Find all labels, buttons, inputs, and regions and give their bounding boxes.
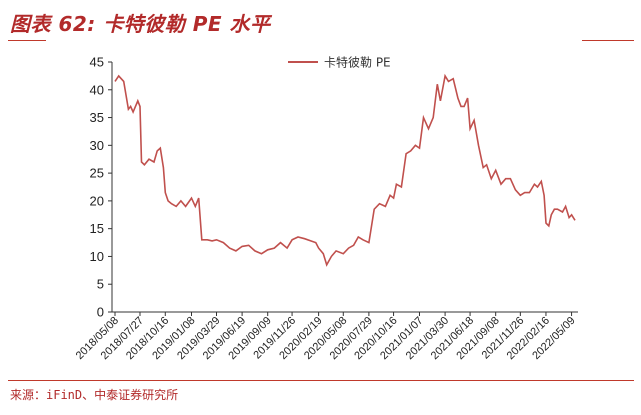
- legend-label: 卡特彼勒 PE: [324, 55, 391, 70]
- y-tick-label: 5: [97, 277, 104, 292]
- series-line-cat-pe: [114, 73, 576, 267]
- title-rule-right: [582, 40, 634, 41]
- figure-title: 图表 62: 卡特彼勒 PE 水平: [10, 12, 271, 36]
- source-note: 来源：iFinD、中泰证券研究所: [10, 388, 179, 402]
- y-tick-label: 0: [97, 305, 104, 320]
- y-tick-label: 30: [90, 138, 104, 153]
- y-tick-label: 15: [90, 221, 104, 236]
- y-tick-label: 25: [90, 166, 104, 181]
- footer-rule: [8, 380, 634, 381]
- x-ticks: 2018/05/082018/07/272018/10/162019/01/08…: [74, 312, 578, 362]
- y-tick-label: 40: [90, 82, 104, 97]
- y-tick-label: 45: [90, 55, 104, 70]
- title-rule-left: [8, 40, 46, 41]
- legend: 卡特彼勒 PE: [288, 55, 391, 70]
- y-tick-label: 10: [90, 249, 104, 264]
- y-tick-label: 20: [90, 193, 104, 208]
- y-ticks: 0 5 10 15 20 25 30 35 40 45: [90, 55, 112, 320]
- y-tick-label: 35: [90, 110, 104, 125]
